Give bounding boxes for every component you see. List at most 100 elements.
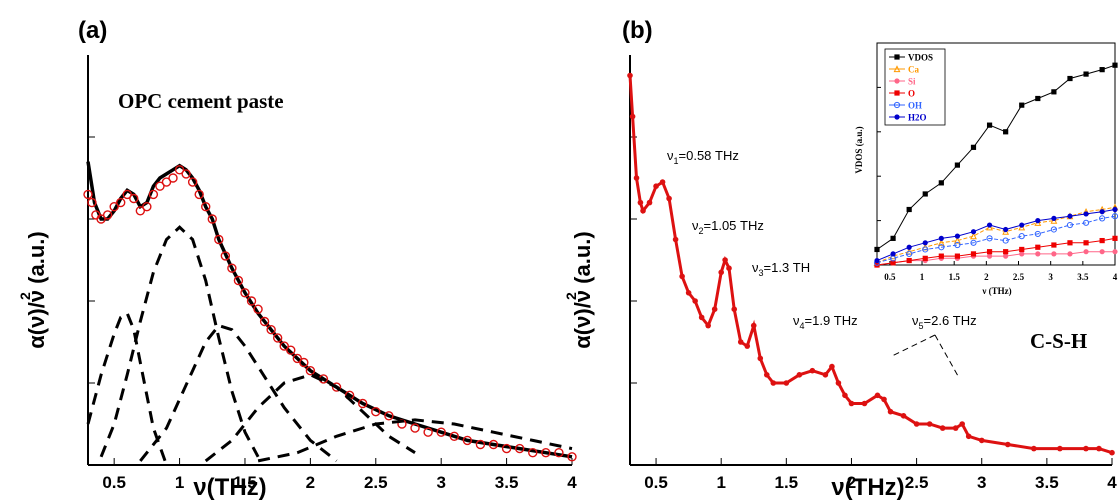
inset-series-vdos-marker: [1035, 95, 1041, 102]
panel-a-x-axis-label: ν(THz): [193, 474, 266, 501]
panel-b-x-tick-label: 0.5: [644, 473, 668, 492]
inset-series-si-marker: [1067, 251, 1073, 257]
panel-a-series-1-marker: [142, 201, 152, 212]
inset-series-h2o-marker: [1051, 215, 1057, 221]
legend-swatch-marker-oh: [893, 101, 901, 109]
panel-b-series-0-marker: [1057, 445, 1063, 452]
panel-b-series-0-marker: [809, 367, 816, 374]
inset-series-oh-marker: [1050, 226, 1057, 233]
panel-b-series-0-marker: [900, 413, 907, 419]
inset-frame: [876, 42, 1116, 266]
panel-a-series-1-marker: [129, 193, 139, 204]
panel-b-series-0-marker: [842, 392, 848, 399]
panel-a-series-1-marker: [514, 443, 525, 454]
inset-series-vdos-marker: [906, 206, 912, 213]
panel-b-series-0-marker: [881, 396, 887, 403]
inset-series-si-marker: [1099, 249, 1105, 255]
inset-series-oh-marker: [906, 250, 913, 257]
panel-a-series-1-marker: [155, 181, 165, 191]
panel-a-label: (a): [78, 17, 107, 44]
panel-a-series-1-marker: [279, 341, 289, 351]
panel-a-series-1-marker: [292, 353, 302, 364]
panel-b-series-0-marker: [757, 355, 764, 362]
legend-label-vdos: VDOS: [908, 53, 933, 63]
panel-a-series-1-marker: [102, 210, 113, 220]
panel-b-series-0-marker: [861, 400, 868, 407]
inset-series-vdos-marker: [954, 162, 961, 168]
panel-a-series-1-marker: [116, 197, 126, 208]
panel-b-x-tick-label: 4: [1107, 473, 1117, 492]
legend-label-h2o: H2O: [908, 113, 927, 123]
inset-series-oh-marker: [1099, 215, 1106, 222]
panel-b-series-0-marker: [646, 199, 653, 206]
panel-a-series-1-marker: [305, 366, 316, 376]
legend-swatch-marker-vdos: [894, 54, 900, 60]
panel-a-series-1-marker: [410, 423, 420, 433]
inset-series-o-marker: [922, 255, 928, 261]
panel-a-series-1-marker: [135, 206, 146, 216]
inset-series-o-marker: [986, 249, 993, 255]
panel-b-series-0-marker: [763, 372, 770, 378]
inset-series-vdos-line: [876, 64, 1116, 250]
panel-b-series-0-marker: [718, 269, 724, 276]
peak-label-nu1: ν1=0.58 THz: [667, 148, 739, 166]
panel-a-x-tick-label: 3: [436, 473, 445, 492]
legend-swatch-marker-si: [894, 78, 900, 84]
inset-series-vdos-marker: [874, 246, 880, 253]
panel-a-series-1-marker: [266, 325, 276, 335]
inset-series-oh-marker: [922, 246, 929, 253]
panel-a-y-axis-label-group: α(ν)/ν (a.u.) 2: [17, 231, 49, 348]
inset-series-vdos-marker: [938, 180, 944, 186]
inset-series-si-marker: [1051, 251, 1057, 257]
panel-b-series-0-marker: [959, 421, 965, 427]
panel-b-series-0-marker: [939, 425, 946, 431]
panel-b-plot-area: 0.5 1 1.5 2 2.5 3 3.5 4: [627, 55, 1117, 492]
panel-b-x-tick-label: 3: [977, 473, 986, 492]
panel-a-series-1-marker: [161, 177, 172, 187]
legend-label-ca: Ca: [908, 65, 919, 75]
legend-swatch-marker-ca: [893, 65, 901, 73]
panel-b-series-0-marker: [737, 339, 744, 345]
panel-a-series-1-marker: [371, 407, 381, 417]
panel-a-series-1-marker: [488, 439, 499, 450]
inset-series-h2o-marker: [906, 244, 912, 250]
inset-x-tick-label: 3: [1048, 272, 1053, 282]
panel-b-series-0-marker: [637, 199, 644, 206]
panel-a-x-tick-label: 3.5: [495, 473, 519, 492]
panel-a-series-3-line: [99, 225, 260, 458]
panel-a-series-1-marker: [501, 443, 512, 454]
panel-b-series-0-marker: [1109, 449, 1115, 456]
panel-a-y-axis-label: α(ν)/ν (a.u.): [24, 231, 49, 348]
panel-b-series-0-marker: [835, 380, 842, 386]
inset-legend-box: [884, 48, 946, 126]
peak-labels: ν1=0.58 THz ν2=1.05 THz ν3=1.3 TH ν4=1.9…: [667, 148, 977, 377]
panel-b-series-0-marker: [1096, 445, 1102, 452]
panel-b-series-0-marker: [796, 372, 803, 378]
inset-series-o-marker: [1083, 240, 1089, 246]
inset-x-tick-label: 1.5: [949, 272, 961, 282]
inset-series-si-marker: [1083, 249, 1089, 255]
panel-a-series-1-marker: [567, 452, 577, 462]
inset-series-h2o-marker: [970, 229, 977, 235]
inset-series-oh-marker: [1082, 219, 1090, 226]
inset-series-vdos-marker: [1099, 67, 1105, 73]
panel-a-x-tick-label: 2: [306, 473, 315, 492]
panel-b-series-0-marker: [685, 290, 692, 296]
panel-b-series-0-marker: [629, 113, 636, 120]
inset-series-oh-marker: [986, 235, 993, 242]
panel-a-series-1-marker: [286, 345, 296, 355]
panel-a-series-1-marker: [233, 275, 244, 286]
inset-series-o-marker: [1051, 242, 1057, 248]
inset-series-oh-marker: [1111, 213, 1119, 220]
panel-b-x-tick-label: 2.5: [905, 473, 929, 492]
panel-b-series-0-marker: [829, 363, 835, 370]
inset-series-o-marker: [970, 251, 977, 257]
inset-plot-area: 0.5 1 1.5 2 2.5 3 3.5 4: [873, 42, 1119, 282]
legend-label-si: Si: [908, 77, 916, 87]
panel-a-series-1-marker: [148, 189, 159, 200]
inset-series-vdos-marker: [1051, 89, 1057, 95]
panel-a-series-5-line: [204, 373, 416, 463]
inset-series-o-line: [876, 237, 1116, 266]
panel-b-series-0-marker: [653, 183, 659, 189]
